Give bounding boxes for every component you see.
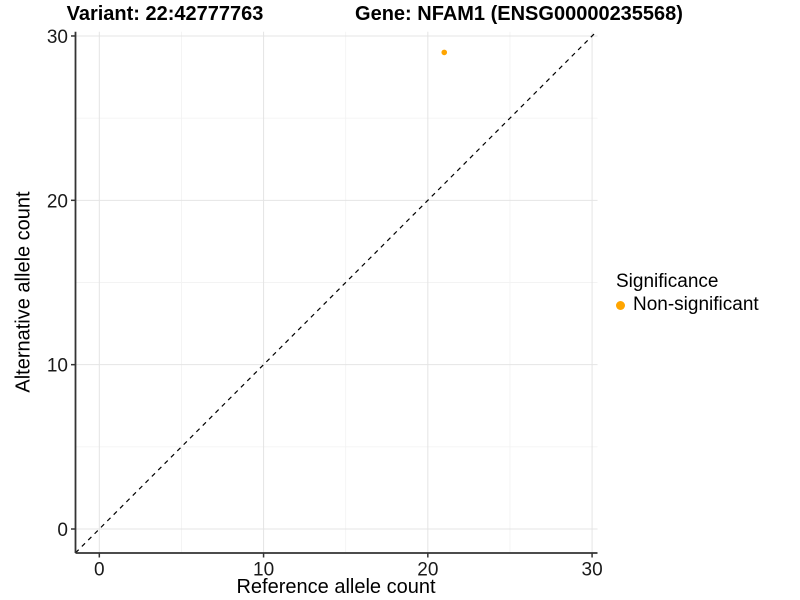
y-tick-label: 10 [47, 356, 68, 377]
x-axis-title: Reference allele count [236, 576, 436, 598]
data-point [441, 49, 448, 56]
plot-title-variant: Variant: 22:42777763 [66, 3, 264, 25]
legend: Significance Non-significant [616, 270, 759, 316]
identity-reference-line [75, 31, 597, 554]
x-tick-label: 0 [94, 560, 105, 581]
legend-title: Significance [616, 271, 719, 292]
y-tick-label: 0 [57, 520, 68, 541]
legend-point-swatch [616, 300, 625, 310]
y-tick-label: 30 [47, 27, 68, 48]
x-tick-label: 20 [417, 560, 438, 581]
legend-entry: Non-significant [616, 294, 759, 316]
y-tick-label: 20 [47, 191, 68, 212]
x-tick-label: 30 [582, 560, 603, 581]
legend-entry-label: Non-significant [633, 294, 759, 315]
y-axis-title: Alternative allele count [12, 191, 35, 393]
x-tick-label: 10 [253, 560, 274, 581]
plot-title-gene: Gene: NFAM1 (ENSG00000235568) [355, 3, 683, 25]
